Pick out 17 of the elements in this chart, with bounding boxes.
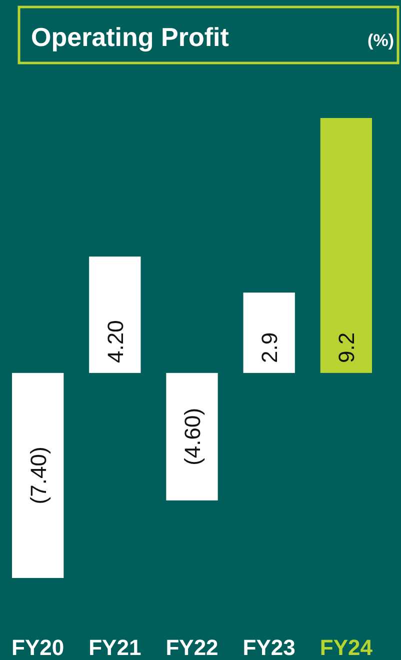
x-tick-label: FY22	[166, 635, 218, 660]
data-label: 2.9	[257, 332, 282, 363]
x-tick-label: FY24	[320, 635, 374, 660]
data-label: 9.2	[334, 332, 360, 363]
bar	[89, 256, 141, 373]
bar	[320, 118, 372, 373]
chart-subtitle: (%)	[368, 31, 394, 50]
x-tick-label: FY20	[12, 635, 64, 660]
data-label: (7.40)	[26, 446, 51, 504]
x-tick-label: FY21	[88, 635, 142, 660]
data-label: 4.20	[102, 320, 128, 363]
bar	[243, 292, 295, 373]
bar	[12, 372, 64, 578]
bar	[166, 372, 218, 500]
data-label: (4.60)	[180, 408, 205, 466]
x-tick-label: FY23	[242, 635, 296, 660]
chart-title: Operating Profit	[31, 22, 230, 52]
